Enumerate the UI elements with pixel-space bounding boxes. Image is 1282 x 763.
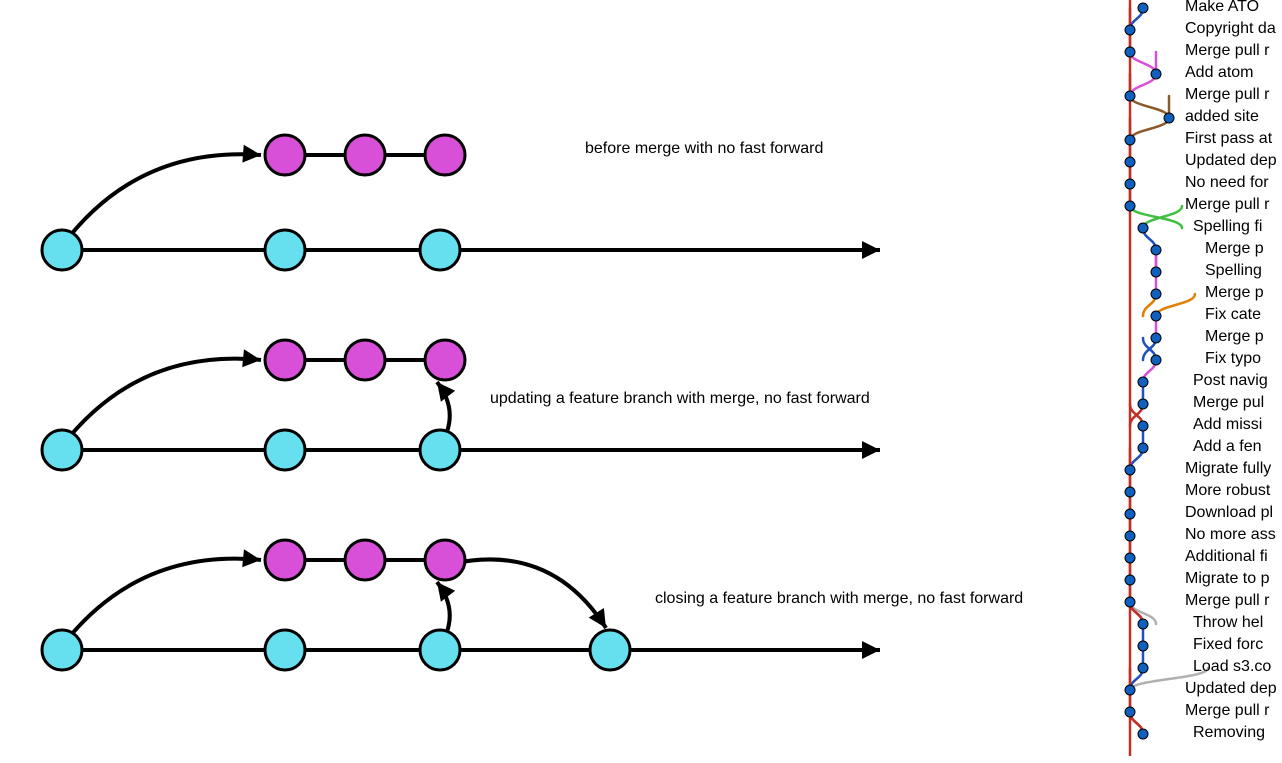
git-log-entry: Load s3.co (1193, 658, 1271, 676)
git-log-entry: Updated dep (1185, 152, 1277, 170)
git-log-entry: Post navig (1193, 372, 1268, 390)
git-log-entry: Merge pul (1193, 394, 1264, 412)
git-log-entry: First pass at (1185, 130, 1272, 148)
git-log-entry: Migrate fully (1185, 460, 1271, 478)
git-log-entry: Fix typo (1205, 350, 1261, 368)
diagram-caption: before merge with no fast forward (585, 140, 823, 158)
git-log-entry: Spelling fi (1193, 218, 1262, 236)
git-log-entry: No need for (1185, 174, 1269, 192)
git-log-entry: Download pl (1185, 504, 1273, 522)
diagram-caption: closing a feature branch with merge, no … (655, 590, 1023, 608)
git-log-entry: Migrate to p (1185, 570, 1269, 588)
git-log-entry: Fixed forc (1193, 636, 1263, 654)
git-log-entry: Updated dep (1185, 680, 1277, 698)
git-log-entry: Add missi (1193, 416, 1262, 434)
git-log-entry: More robust (1185, 482, 1270, 500)
git-log-entry: Merge p (1205, 328, 1264, 346)
git-log-entry: Merge pull r (1185, 86, 1269, 104)
git-log-entry: Merge p (1205, 284, 1264, 302)
git-log-entry: Merge pull r (1185, 42, 1269, 60)
git-log-entry: Fix cate (1205, 306, 1261, 324)
git-log-entry: Merge p (1205, 240, 1264, 258)
stage: before merge with no fast forward updatin… (0, 0, 1282, 763)
git-log-entry: added site (1185, 108, 1259, 126)
git-log-entry: Throw hel (1193, 614, 1263, 632)
git-log-entry: Add a fen (1193, 438, 1262, 456)
git-log-entry: Copyright da (1185, 20, 1276, 38)
git-log-entry: Merge pull r (1185, 592, 1269, 610)
git-log-entry: No more ass (1185, 526, 1276, 544)
git-log-entry: Spelling (1205, 262, 1262, 280)
git-log-entry: Removing (1193, 724, 1265, 742)
git-log-entry: Merge pull r (1185, 196, 1269, 214)
git-log-entry: Add atom (1185, 64, 1253, 82)
git-log-entry: Make ATO (1185, 0, 1259, 16)
git-log-entry: Additional fi (1185, 548, 1268, 566)
git-log-entry: Merge pull r (1185, 702, 1269, 720)
diagram-caption: updating a feature branch with merge, no… (490, 390, 870, 408)
